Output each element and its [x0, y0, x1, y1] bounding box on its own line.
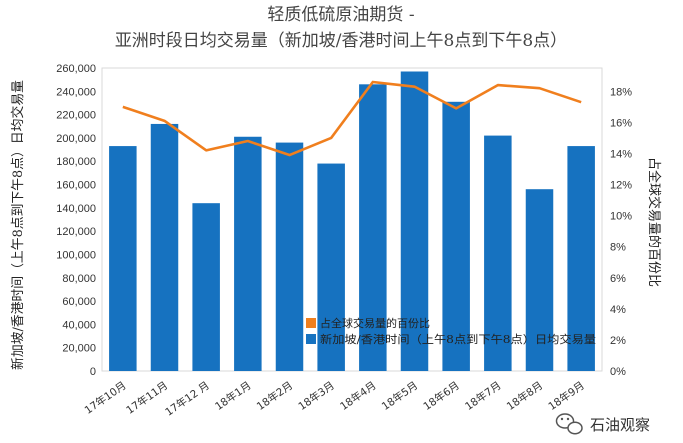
watermark: 石油观察: [555, 413, 650, 435]
right-tick-label: 4%: [610, 304, 626, 316]
bar: [317, 163, 345, 371]
line-series: [122, 80, 582, 157]
watermark-text: 石油观察: [590, 416, 650, 434]
right-tick-label: 18%: [610, 86, 632, 98]
left-tick-label: 200,000: [56, 133, 96, 145]
x-tick-label: 18年2月: [254, 379, 295, 413]
x-tick-label: 18年1月: [212, 379, 253, 413]
right-tick-label: 0%: [610, 366, 626, 378]
legend-swatch-bar: [306, 334, 316, 344]
left-tick-label: 220,000: [56, 110, 96, 122]
legend: 占全球交易量的百份比 新加坡/香港时间（上午8点到下午8点）日均交易量: [306, 316, 596, 346]
left-tick-label: 140,000: [56, 203, 96, 215]
left-tick-label: 260,000: [56, 63, 96, 75]
x-tick-label: 18年4月: [337, 379, 378, 413]
right-tick-label: 12%: [610, 180, 632, 192]
x-tick-label: 17年10月: [82, 379, 129, 417]
x-tick-label: 17年11月: [124, 379, 171, 417]
left-tick-label: 120,000: [56, 226, 96, 238]
chart-title: 轻质低硫原油期货 -: [267, 5, 414, 25]
bar: [234, 136, 262, 371]
bar-series: [109, 71, 595, 372]
left-tick-label: 0: [90, 366, 96, 378]
bar: [400, 71, 429, 371]
plot-frame: [101, 67, 603, 372]
x-tick-label: 18年5月: [379, 379, 420, 413]
right-axis-ticks: 0% 2% 4% 6% 8% 10% 12% 14% 16% 18%: [610, 86, 632, 378]
x-tick-label: 18年7月: [462, 379, 503, 413]
bar: [359, 84, 387, 372]
right-tick-label: 14%: [610, 148, 632, 160]
left-tick-label: 100,000: [56, 249, 96, 261]
left-tick-label: 240,000: [56, 86, 96, 98]
y-axis-label-right: 占全球交易量的百份比: [646, 157, 662, 287]
legend-swatch-line: [306, 318, 316, 328]
bar: [484, 135, 512, 371]
left-tick-label: 20,000: [62, 343, 96, 355]
left-tick-label: 60,000: [62, 296, 96, 308]
left-axis-ticks: 0 20,000 40,000 60,000 80,000 100,000 120,000 1…: [56, 63, 96, 378]
line-path: [122, 80, 582, 157]
bar: [442, 101, 470, 372]
bar: [525, 189, 554, 371]
legend-label-line: 占全球交易量的百份比: [320, 316, 430, 330]
bar: [109, 146, 137, 371]
legend-label-bar: 新加坡/香港时间（上午8点到下午8点）日均交易量: [320, 332, 596, 346]
left-tick-label: 40,000: [62, 319, 96, 331]
right-tick-label: 16%: [610, 117, 632, 129]
right-tick-label: 10%: [610, 211, 632, 223]
left-tick-label: 180,000: [56, 156, 96, 168]
bar: [275, 142, 304, 371]
x-tick-label: 17年12 月: [163, 379, 212, 419]
left-tick-label: 80,000: [62, 273, 96, 285]
bar: [192, 203, 220, 371]
chart-subtitle: 亚洲时段日均交易量（新加坡/香港时间上午8点到下午8点）: [115, 31, 567, 51]
bar: [150, 123, 179, 371]
left-tick-label: 160,000: [56, 180, 96, 192]
right-tick-label: 2%: [610, 335, 626, 347]
x-tick-label: 18年8月: [504, 379, 545, 413]
right-tick-label: 6%: [610, 273, 626, 285]
x-tick-label: 18年9月: [546, 379, 587, 413]
x-tick-label: 18年6月: [421, 379, 462, 413]
bar: [567, 146, 595, 371]
x-tick-label: 18年3月: [296, 379, 337, 413]
wechat-icon: [555, 413, 583, 435]
right-tick-label: 8%: [610, 242, 626, 254]
y-axis-label-left: 新加坡/香港时间（上午8点到下午8点）日均交易量: [10, 80, 26, 370]
